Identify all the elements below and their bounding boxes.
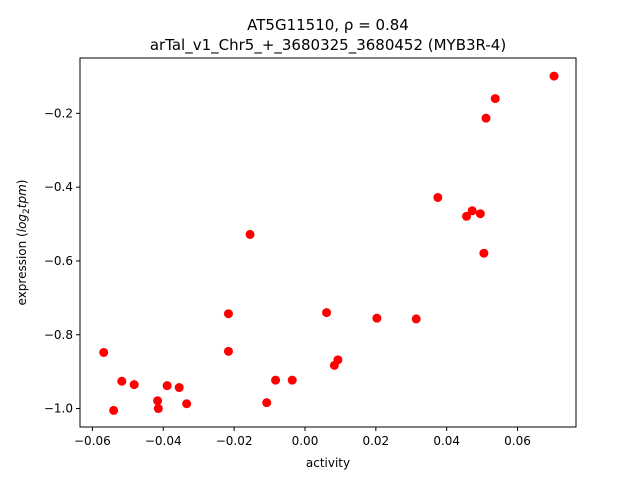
x-tick-label: −0.02 <box>216 434 253 448</box>
y-axis-label-prefix: expression ( <box>15 232 29 305</box>
scatter-point <box>223 346 233 356</box>
x-tick-label: 0.04 <box>433 434 460 448</box>
scatter-point <box>162 381 172 391</box>
scatter-point <box>490 94 500 104</box>
scatter-point <box>174 383 184 393</box>
scatter-point <box>271 375 281 385</box>
scatter-point <box>333 355 343 365</box>
y-tick-label: −0.4 <box>44 180 73 194</box>
chart-title-line1: AT5G11510, ρ = 0.84 <box>247 16 409 34</box>
scatter-point <box>411 314 421 324</box>
scatter-point <box>117 376 127 386</box>
scatter-point <box>372 313 382 323</box>
x-tick-label: −0.04 <box>145 434 182 448</box>
chart-title-line2: arTal_v1_Chr5_+_3680325_3680452 (MYB3R-4… <box>150 36 506 55</box>
scatter-point <box>462 211 472 221</box>
scatter-point <box>322 308 332 318</box>
y-axis-label: expression (log2tpm) <box>15 180 32 306</box>
scatter-point <box>223 309 233 319</box>
data-points <box>99 71 559 415</box>
x-tick-label: 0.00 <box>292 434 319 448</box>
scatter-point <box>99 347 109 357</box>
scatter-point <box>475 209 485 219</box>
x-tick-label: 0.06 <box>504 434 531 448</box>
y-axis-label-math2: tpm <box>15 184 29 208</box>
scatter-point <box>182 399 192 409</box>
scatter-point <box>245 229 255 239</box>
x-axis-label: activity <box>306 456 350 470</box>
y-tick-label: −0.6 <box>44 254 73 268</box>
scatter-point <box>549 71 559 81</box>
scatter-point <box>262 398 272 408</box>
x-axis-ticks: −0.06 −0.04 −0.02 0.00 0.02 0.04 0.06 <box>74 427 531 448</box>
scatter-point <box>153 396 163 406</box>
y-axis-ticks: −1.0 −0.8 −0.6 −0.4 −0.2 <box>44 106 80 416</box>
y-axis-label-math: log <box>15 214 29 233</box>
scatter-point <box>467 206 477 216</box>
y-axis-label-suffix: ) <box>15 180 29 185</box>
scatter-point <box>481 113 491 123</box>
y-tick-label: −0.2 <box>44 106 73 120</box>
scatter-point <box>479 248 489 258</box>
x-tick-label: −0.06 <box>74 434 111 448</box>
y-axis-label-subscript: 2 <box>22 208 32 214</box>
scatter-point <box>153 404 163 414</box>
x-tick-label: 0.02 <box>362 434 389 448</box>
y-tick-label: −0.8 <box>44 328 73 342</box>
plot-area <box>79 57 577 428</box>
scatter-point <box>129 380 139 390</box>
scatter-point <box>287 375 297 385</box>
scatter-point <box>433 192 443 202</box>
scatter-point <box>109 405 119 415</box>
y-tick-label: −1.0 <box>44 402 73 416</box>
